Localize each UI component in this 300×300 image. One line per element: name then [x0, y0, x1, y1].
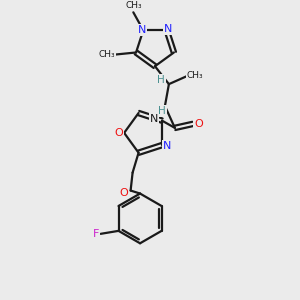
Text: N: N: [150, 114, 158, 124]
Text: H: H: [157, 75, 165, 85]
Text: O: O: [194, 119, 203, 129]
Text: F: F: [92, 229, 99, 239]
Text: O: O: [115, 128, 124, 138]
Text: N: N: [164, 24, 172, 34]
Text: CH₃: CH₃: [125, 1, 142, 10]
Text: CH₃: CH₃: [187, 71, 203, 80]
Text: CH₃: CH₃: [99, 50, 116, 59]
Text: H: H: [158, 106, 166, 116]
Text: N: N: [163, 141, 171, 151]
Text: O: O: [119, 188, 128, 197]
Text: N: N: [138, 25, 146, 35]
